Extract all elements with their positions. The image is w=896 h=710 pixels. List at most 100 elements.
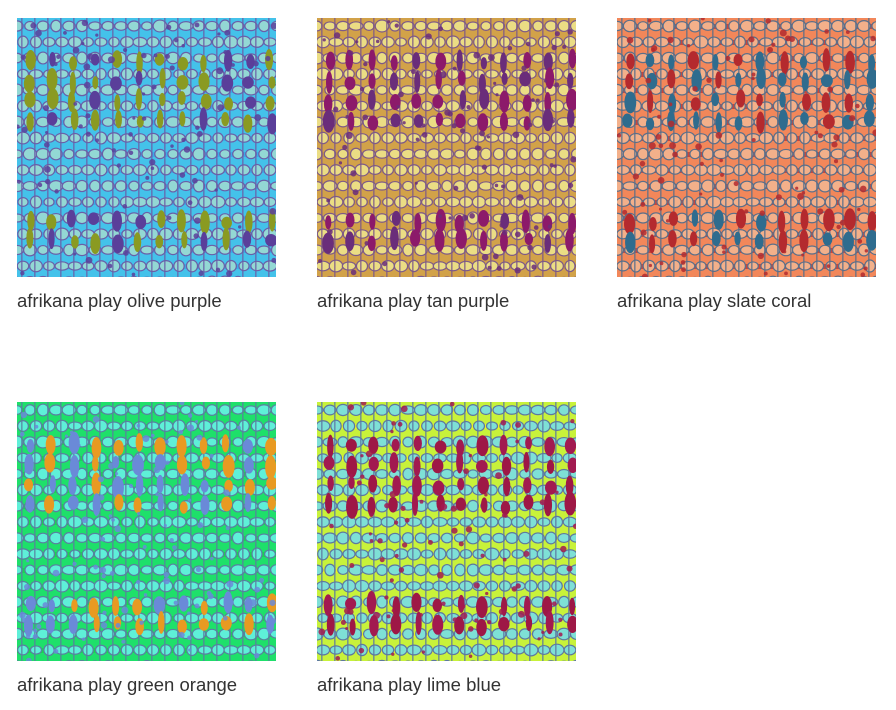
pattern-accent — [221, 496, 233, 512]
pattern-blob — [758, 37, 774, 47]
pattern-blob — [108, 164, 120, 176]
pattern-blob — [335, 627, 351, 641]
pattern-blob — [179, 563, 193, 577]
pattern-dot — [35, 29, 42, 37]
pattern-accent — [867, 211, 876, 232]
pattern-blob — [701, 243, 715, 257]
pattern-dot — [249, 599, 257, 607]
pattern-dot — [329, 523, 334, 529]
pattern-accent — [70, 108, 79, 130]
pattern-title-link[interactable]: afrikana play olive purple — [17, 290, 222, 311]
pattern-thread — [386, 402, 388, 661]
pattern-blob — [381, 132, 395, 144]
pattern-card[interactable]: afrikana play lime blue — [317, 402, 577, 696]
pattern-title-link[interactable]: afrikana play green orange — [17, 674, 238, 695]
pattern-blob — [74, 564, 90, 576]
pattern-accent — [390, 113, 401, 128]
pattern-dot — [231, 63, 235, 67]
pattern-blob — [402, 467, 414, 481]
pattern-accent — [868, 54, 876, 74]
pattern-accent — [368, 436, 379, 454]
pattern-blob — [153, 180, 167, 192]
pattern-dot — [128, 150, 134, 156]
pattern-card[interactable]: afrikana play slate coral — [617, 18, 877, 312]
pattern-blob — [460, 420, 472, 432]
pattern-blob — [693, 35, 709, 49]
pattern-blob — [231, 212, 245, 224]
pattern-accent — [24, 91, 36, 108]
pattern-dot — [355, 40, 359, 44]
pattern-title-link[interactable]: afrikana play slate coral — [617, 290, 812, 311]
pattern-dot — [340, 619, 346, 625]
pattern-dot — [236, 425, 241, 430]
pattern-thread — [542, 402, 544, 661]
pattern-thread — [568, 18, 570, 277]
pattern-dot — [266, 237, 270, 241]
pattern-blob — [739, 245, 755, 255]
pattern-dot — [463, 468, 469, 474]
pattern-blob — [231, 20, 245, 32]
pattern-title-link[interactable]: afrikana play lime blue — [317, 674, 502, 695]
pattern-dot — [382, 261, 388, 267]
pattern-accent — [645, 53, 655, 68]
pattern-card[interactable]: afrikana play green orange — [17, 402, 277, 696]
pattern-thread — [412, 402, 414, 661]
pattern-accent — [625, 231, 636, 254]
pattern-thumbnail[interactable] — [17, 18, 276, 277]
pattern-card[interactable]: afrikana play olive purple — [17, 18, 277, 312]
pattern-accent — [221, 74, 234, 92]
pattern-blob — [505, 148, 519, 160]
pattern-card[interactable]: afrikana play tan purple — [317, 18, 577, 312]
pattern-accent — [199, 107, 208, 131]
pattern-thumbnail[interactable] — [17, 402, 276, 661]
pattern-dot — [547, 224, 553, 229]
pattern-dot — [722, 250, 726, 254]
pattern-accent — [626, 53, 635, 70]
pattern-blob — [323, 148, 337, 160]
pattern-blob — [349, 531, 363, 545]
pattern-blob — [37, 244, 49, 256]
pattern-accent — [501, 72, 508, 85]
pattern-thumbnail[interactable] — [617, 18, 876, 277]
pattern-blob — [524, 515, 538, 529]
pattern-dot — [824, 29, 829, 34]
pattern-accent — [115, 110, 122, 129]
pattern-blob — [68, 197, 82, 207]
pattern-title-link[interactable]: afrikana play tan purple — [317, 290, 510, 311]
pattern-blob — [54, 132, 70, 144]
pattern-dot — [479, 436, 484, 441]
pattern-dot — [318, 259, 322, 263]
pattern-blob — [439, 628, 455, 640]
pattern-accent — [733, 53, 743, 67]
pattern-dot — [335, 656, 341, 661]
pattern-accent — [668, 230, 677, 248]
pattern-blob — [642, 197, 656, 207]
pattern-blob — [420, 227, 434, 241]
pattern-accent — [501, 456, 512, 476]
pattern-blob — [354, 579, 370, 593]
pattern-blob — [458, 580, 474, 592]
pattern-dot — [81, 42, 85, 46]
pattern-dot — [468, 626, 474, 632]
pattern-thumbnail[interactable] — [317, 402, 576, 661]
pattern-blob — [204, 468, 220, 480]
pattern-thread — [151, 402, 153, 661]
pattern-thread — [490, 402, 492, 661]
pattern-dot — [217, 32, 221, 36]
pattern-blob — [231, 405, 245, 415]
pattern-dot — [165, 440, 169, 444]
pattern-blob — [17, 131, 31, 145]
pattern-dot — [474, 618, 479, 623]
pattern-thread — [803, 18, 805, 277]
pattern-dot — [128, 483, 134, 489]
pattern-dot — [44, 141, 50, 148]
pattern-accent — [87, 212, 100, 225]
pattern-accent — [476, 435, 489, 457]
pattern-blob — [28, 548, 44, 560]
pattern-dot — [155, 492, 160, 497]
pattern-blob — [145, 196, 161, 208]
pattern-blob — [811, 37, 825, 47]
pattern-thumbnail[interactable] — [317, 18, 576, 277]
pattern-dot — [537, 637, 541, 641]
pattern-blob — [329, 645, 343, 655]
